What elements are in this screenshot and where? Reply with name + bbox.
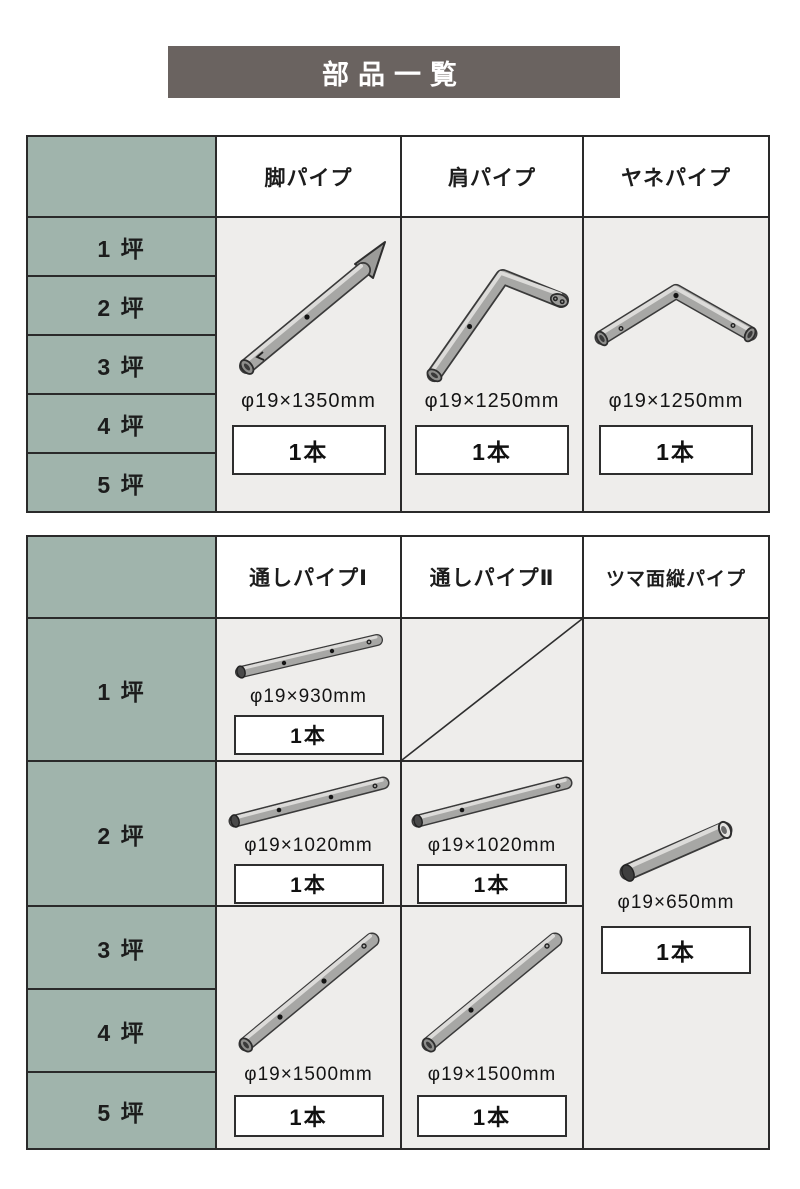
shoulder-pipe-qty: 1本 (415, 425, 569, 475)
through-pipe-icon (234, 634, 383, 679)
through-pipe2-2tsubo-spec: φ19×1020mm (427, 835, 557, 856)
roof-pipe-cell: φ19×1250mm 1本 (584, 218, 768, 511)
through-pipe1-1tsubo-spec: φ19×930mm (250, 686, 367, 707)
through-pipe-icon (421, 932, 563, 1053)
row-header-3tsubo: 3 坪 (28, 336, 215, 393)
through-pipe1-2tsubo-qty: 1本 (233, 864, 384, 904)
through-pipe-icon (411, 776, 573, 828)
through-pipe1-2tsubo-cell: φ19×1020mm 1本 (217, 762, 400, 905)
col-header-shoulder-pipe: 肩パイプ (402, 137, 582, 216)
shoulder-pipe-cell: φ19×1250mm 1本 (402, 218, 582, 511)
through-pipe1-345tsubo-cell: φ19×1500mm 1本 (217, 907, 400, 1148)
through-pipe1-1tsubo-cell: φ19×930mm 1本 (217, 619, 400, 760)
through-pipe-icon (238, 932, 379, 1053)
col-header-roof-pipe: ヤネパイプ (584, 137, 768, 216)
diagonal-line (402, 619, 582, 760)
row-header-4tsubo: 4 坪 (28, 990, 215, 1071)
gable-vertical-pipe-qty: 1本 (601, 925, 751, 974)
row-header-5tsubo: 5 坪 (28, 1073, 215, 1148)
col-header-through-pipe-2: 通しパイプⅡ (402, 537, 582, 617)
leg-pipe-icon (238, 241, 386, 375)
through-pipe2-345tsubo-cell: φ19×1500mm 1本 (402, 907, 582, 1148)
row-header-1tsubo: 1 坪 (28, 619, 215, 760)
row-header-2tsubo: 2 坪 (28, 762, 215, 905)
shoulder-pipe-icon (426, 269, 570, 383)
shoulder-pipe-spec: φ19×1250mm (424, 390, 560, 412)
gable-vertical-pipe-icon (619, 820, 733, 882)
roof-pipe-qty: 1本 (599, 425, 753, 475)
parts-table-lower: 通しパイプⅠ 通しパイプⅡ ツマ面縦パイプ 1 坪 2 坪 3 坪 4 坪 5 … (26, 535, 770, 1150)
parts-table-upper: 脚パイプ 肩パイプ ヤネパイプ 1 坪 2 坪 3 坪 4 坪 5 坪 φ19×… (26, 135, 770, 513)
row-header-3tsubo: 3 坪 (28, 907, 215, 988)
through-pipe2-2tsubo-qty: 1本 (417, 864, 567, 904)
row-header-2tsubo: 2 坪 (28, 277, 215, 334)
gable-vertical-pipe-cell: φ19×650mm 1本 (584, 619, 768, 1148)
page-title: 部品一覧 (168, 46, 620, 98)
row-header-5tsubo: 5 坪 (28, 454, 215, 511)
leg-pipe-spec: φ19×1350mm (241, 390, 376, 412)
leg-pipe-cell: φ19×1350mm 1本 (217, 218, 400, 511)
row-header-1tsubo: 1 坪 (28, 218, 215, 275)
leg-pipe-qty: 1本 (231, 425, 386, 475)
roof-pipe-spec: φ19×1250mm (608, 390, 744, 412)
row-header-4tsubo: 4 坪 (28, 395, 215, 452)
empty-slash-cell (402, 619, 582, 760)
through-pipe2-345tsubo-qty: 1本 (417, 1095, 567, 1137)
through-pipe1-345tsubo-spec: φ19×1500mm (244, 1064, 373, 1085)
through-pipe2-345tsubo-spec: φ19×1500mm (427, 1064, 557, 1085)
through-pipe2-2tsubo-cell: φ19×1020mm 1本 (402, 762, 582, 905)
corner-cell (28, 137, 215, 216)
corner-cell (28, 537, 215, 617)
through-pipe1-345tsubo-qty: 1本 (233, 1095, 384, 1137)
col-header-gable-vertical-pipe: ツマ面縦パイプ (584, 537, 768, 617)
through-pipe1-2tsubo-spec: φ19×1020mm (244, 835, 373, 856)
roof-pipe-icon (594, 284, 758, 347)
col-header-leg-pipe: 脚パイプ (217, 137, 400, 216)
gable-vertical-pipe-spec: φ19×650mm (617, 891, 735, 913)
through-pipe1-1tsubo-qty: 1本 (233, 715, 384, 755)
col-header-through-pipe-1: 通しパイプⅠ (217, 537, 400, 617)
through-pipe-icon (228, 776, 389, 828)
